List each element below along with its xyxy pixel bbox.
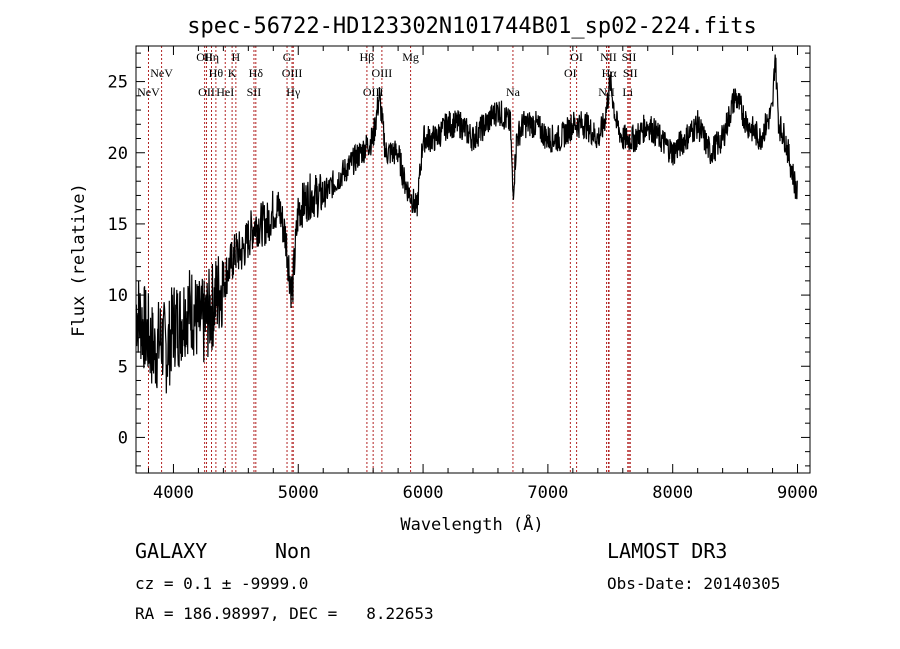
line-label: OI: [570, 50, 583, 64]
line-label: NeV: [150, 66, 173, 80]
y-tick-label: 10: [108, 286, 128, 306]
line-label: Hη: [204, 50, 219, 64]
line-label: SII: [622, 50, 637, 64]
survey-label: LAMOST DR3: [607, 539, 727, 563]
y-axis-label: Flux (relative): [69, 183, 89, 337]
line-label: Li: [622, 85, 633, 99]
line-label: Na: [506, 85, 521, 99]
subclass-label: Non: [275, 539, 311, 563]
line-label: SII: [247, 85, 262, 99]
line-label: K: [228, 66, 237, 80]
y-tick-label: 25: [108, 73, 128, 93]
x-tick-label: 9000: [777, 483, 818, 503]
x-axis-label: Wavelength (Å): [400, 513, 543, 535]
line-label: Hα: [602, 66, 618, 80]
spectral-line-markers: [147, 46, 631, 473]
line-label: OIII: [372, 66, 393, 80]
x-tick-label: 8000: [652, 483, 693, 503]
line-label: H: [232, 50, 241, 64]
plot-frame: [135, 45, 811, 474]
line-label: OIII: [363, 85, 384, 99]
x-tick-label: 4000: [153, 483, 194, 503]
y-tick-label: 20: [108, 144, 128, 164]
line-label: G: [283, 50, 292, 64]
obs-date-text: Obs-Date: 20140305: [607, 574, 780, 593]
line-label: Mg: [402, 50, 419, 64]
line-label: OII: [196, 50, 213, 64]
line-label: Hδ: [249, 66, 264, 80]
line-label: HeI: [216, 85, 234, 99]
y-tick-label: 15: [108, 215, 128, 235]
line-label: OI: [564, 66, 577, 80]
x-tick-label: 6000: [403, 483, 444, 503]
line-label: Hγ: [286, 85, 301, 99]
chart-title: spec-56722-HD123302N101744B01_sp02-224.f…: [187, 14, 757, 39]
x-tick-label: 5000: [278, 483, 319, 503]
line-label: NII: [600, 50, 617, 64]
y-tick-label: 0: [118, 428, 128, 448]
x-tick-label: 7000: [527, 483, 568, 503]
y-tick-label: 5: [118, 357, 128, 377]
x-axis: 4000 5000 6000 7000 8000 9000: [147, 46, 818, 503]
line-label: Hβ: [360, 50, 375, 64]
class-label: GALAXY: [135, 539, 207, 563]
line-label: NeV: [137, 85, 160, 99]
line-label: OIII: [282, 66, 303, 80]
cz-text: cz = 0.1 ± -9999.0: [135, 574, 308, 593]
line-label: SII: [623, 66, 638, 80]
line-label: OII: [198, 85, 215, 99]
y-axis: 0 5 10 15 20 25: [108, 52, 810, 467]
spectrum-series: [135, 54, 798, 394]
radec-text: RA = 186.98997, DEC = 8.22653: [135, 604, 434, 623]
line-label: Hθ: [209, 66, 224, 80]
